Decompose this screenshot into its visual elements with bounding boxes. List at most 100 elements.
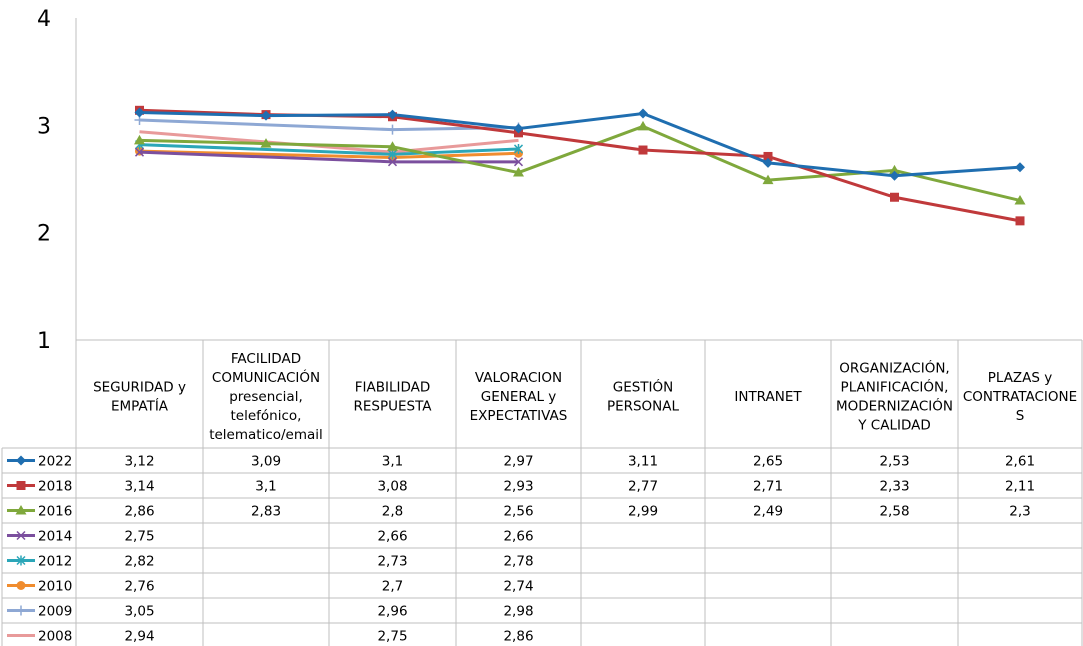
legend-entry: 2008 <box>7 629 72 645</box>
table-cell: 2,78 <box>503 554 533 570</box>
legend-entry: 2022 <box>7 454 72 470</box>
table-cell: 3,08 <box>377 479 407 495</box>
series-line <box>139 108 1021 223</box>
legend-label: 2016 <box>38 504 72 520</box>
legend-label: 2018 <box>38 479 72 495</box>
table-cell: 2,73 <box>377 554 407 570</box>
legend-marker <box>16 555 26 566</box>
legend-label: 2009 <box>38 604 72 620</box>
table-cell: 2,61 <box>1005 454 1035 470</box>
data-point <box>889 170 900 181</box>
series-line <box>139 124 1021 202</box>
data-point <box>1015 216 1025 226</box>
data-point <box>387 124 398 135</box>
legend-entry: 2012 <box>7 554 72 570</box>
data-point <box>513 123 524 134</box>
y-tick-label: 3 <box>37 114 51 139</box>
legend-marker <box>16 481 26 490</box>
y-tick-label: 1 <box>37 329 51 354</box>
table-cell: 3,1 <box>255 479 276 495</box>
table-cell: 2,33 <box>879 479 909 495</box>
data-point <box>638 108 648 119</box>
table-cell: 2,99 <box>628 504 658 520</box>
table-cell: 2,3 <box>1009 504 1030 520</box>
data-point <box>260 138 272 148</box>
data-point <box>763 151 773 161</box>
data-point <box>134 147 145 157</box>
data-point <box>134 107 145 118</box>
table-cell: 3,1 <box>382 454 403 470</box>
table-cell: 2,96 <box>377 604 407 620</box>
table-cell: 2,98 <box>503 604 533 620</box>
legend-marker <box>16 605 26 616</box>
legend-entry: 2016 <box>7 504 72 520</box>
legend-marker <box>16 455 26 466</box>
data-point <box>762 174 774 185</box>
category-label: PLAZAS y CONTRATACIONE S <box>963 370 1077 424</box>
table-cell: 2,65 <box>753 454 783 470</box>
table-cell: 2,93 <box>503 479 533 495</box>
series-2014 <box>134 147 524 167</box>
category-label: GESTIÓN PERSONAL <box>607 378 680 415</box>
category-label: FACILIDAD COMUNICACIÓN presencial, telefóni… <box>209 351 323 443</box>
table-cell: 2,56 <box>503 504 533 520</box>
table-cell: 2,86 <box>124 504 154 520</box>
category-label: VALORACION GENERAL y EXPECTATIVAS <box>470 370 568 424</box>
legend-marker <box>16 530 26 541</box>
legend-entry: 2018 <box>7 479 72 495</box>
table-grid <box>1 18 1083 646</box>
data-point <box>1015 162 1025 173</box>
table-cell: 2,53 <box>879 454 909 470</box>
data-point <box>638 145 648 155</box>
legend-label: 2022 <box>38 454 72 470</box>
table-cell: 2,49 <box>753 504 783 520</box>
table-cell: 2,74 <box>503 579 533 595</box>
category-label: FIABILIDAD RESPUESTA <box>353 380 432 415</box>
data-point <box>637 120 649 131</box>
data-table: SEGURIDAD y EMPATÍA FACILIDAD COMUNICACIÓN p… <box>1 18 1083 646</box>
table-cell: 2,86 <box>503 629 533 645</box>
data-point <box>387 157 398 167</box>
table-cell: 2,66 <box>377 529 407 545</box>
table-cell: 3,11 <box>628 454 658 470</box>
table-cell: 2,71 <box>753 479 783 495</box>
table-cell: 3,05 <box>124 604 154 620</box>
data-point <box>513 157 524 167</box>
data-point <box>513 167 524 177</box>
series-lines <box>134 105 1026 226</box>
table-cell: 2,94 <box>124 629 154 645</box>
legend-entry: 2010 <box>7 579 72 595</box>
table-cell: 2,76 <box>124 579 154 595</box>
table-cell: 2,11 <box>1005 479 1035 495</box>
table-cell: 2,82 <box>124 554 154 570</box>
table-cell: 2,58 <box>879 504 909 520</box>
table-cell: 3,09 <box>251 454 281 470</box>
table-cell: 2,75 <box>124 529 154 545</box>
table-cell: 2,83 <box>251 504 281 520</box>
y-tick-label: 2 <box>37 222 51 247</box>
data-point <box>513 143 524 154</box>
data-point <box>387 141 398 151</box>
table-cell: 2,7 <box>382 579 403 595</box>
table-cell: 2,97 <box>503 454 533 470</box>
data-point <box>261 110 271 121</box>
legend-label: 2014 <box>38 529 72 545</box>
legend-marker <box>16 581 26 590</box>
y-axis-ticks: 1 2 3 4 <box>37 7 51 354</box>
table-cell: 3,14 <box>124 479 154 495</box>
legend-entry: 2014 <box>7 529 72 545</box>
data-point <box>1014 194 1026 205</box>
category-label: SEGURIDAD y EMPATÍA <box>93 380 186 415</box>
table-cell: 2,75 <box>377 629 407 645</box>
y-tick-label: 4 <box>37 7 51 32</box>
table-cell: 3,12 <box>124 454 154 470</box>
series-2022 <box>134 107 1025 181</box>
table-cell: 2,8 <box>382 504 403 520</box>
category-label: ORGANIZACIÓN, PLANIFICACIÓN, MODERNIZACIÓN… <box>836 359 953 434</box>
data-point <box>890 192 899 202</box>
legend-label: 2010 <box>38 579 72 595</box>
data-point <box>134 134 145 145</box>
series-line <box>139 110 1021 178</box>
data-point <box>763 157 773 168</box>
